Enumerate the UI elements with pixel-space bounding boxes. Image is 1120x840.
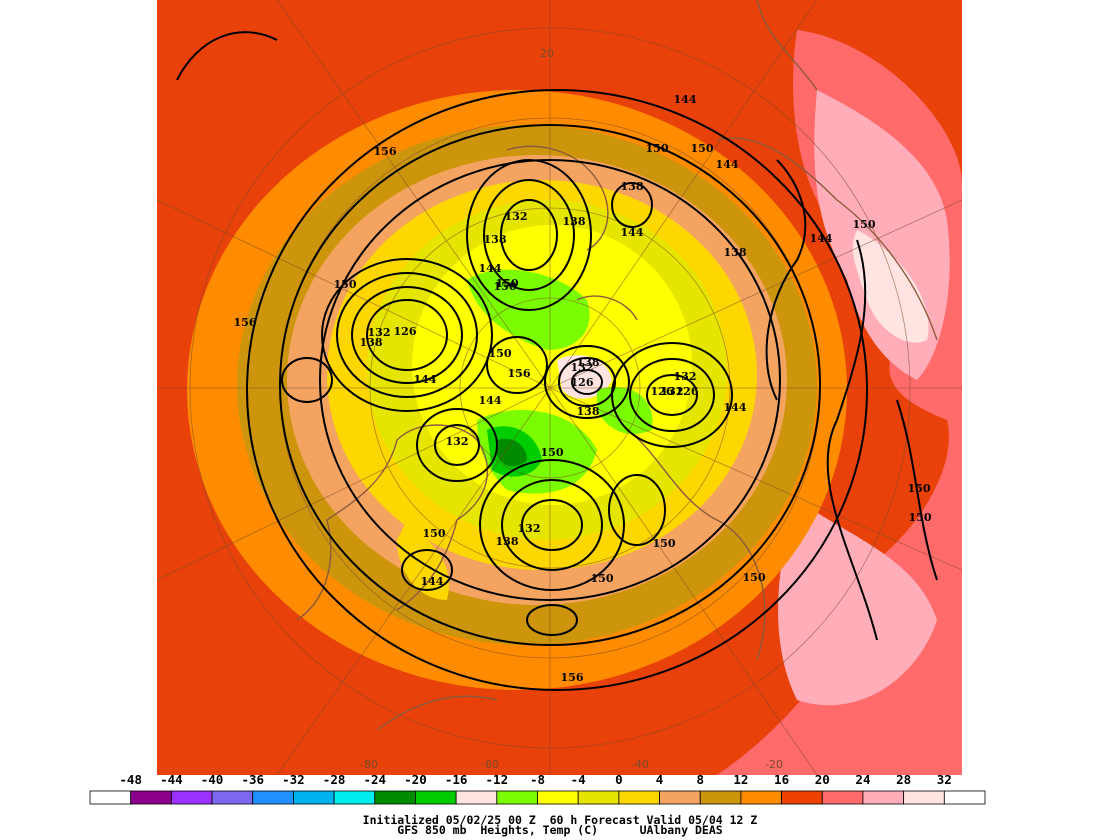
contour-label: 156 [234, 316, 257, 329]
model-caption: GFS 850 mb Heights, Temp (C) UAlbany DEA… [397, 823, 723, 837]
lat-lon-grid [157, 0, 962, 775]
lime-region-3 [597, 386, 653, 434]
colorbar-swatch [333, 790, 376, 805]
contour-label: 144 [724, 401, 747, 414]
weather-map: 156 144 150 150 144 150 144 138 144 138 132 138 144 1… [157, 0, 962, 775]
contour-label: 144 [479, 394, 502, 407]
pale-region [852, 230, 929, 343]
contour-label: 150 [743, 571, 766, 584]
contour-label: 138 [360, 336, 383, 349]
contour-label: 132 [368, 326, 391, 339]
colorbar-swatch [415, 790, 457, 805]
contour-label: 144 [421, 575, 444, 588]
contour-label: 150 [853, 218, 876, 231]
colorbar-swatch [740, 790, 782, 805]
gold-patch [397, 520, 449, 600]
colorbar-swatch [455, 790, 498, 805]
contour-label: 150 [489, 347, 512, 360]
contour-label: 132 [571, 361, 594, 374]
contour-label: 150 [908, 482, 931, 495]
colorbar-boxes [89, 790, 986, 805]
contour-label: 138 [577, 356, 600, 369]
contour-label: 150 [334, 278, 357, 291]
colorbar-swatch [496, 790, 538, 805]
colorbar-swatch [537, 790, 579, 805]
contour-label: 150 [909, 511, 932, 524]
contour-label: 138 [621, 180, 644, 193]
colorbar-swatch [374, 790, 416, 805]
grid-label: -40 [631, 758, 649, 771]
height-contours [176, 31, 938, 691]
contour-label: 156 [508, 367, 531, 380]
colorbar-swatch [130, 790, 172, 805]
contour-label: 144 [716, 158, 739, 171]
contour-label: 150 [691, 142, 714, 155]
contour-label: 132 [505, 210, 528, 223]
contour-label: 144 [810, 232, 833, 245]
contour-label: 150 [653, 537, 676, 550]
grid-label: -20 [765, 758, 783, 771]
forecast-caption: Initialized 05/02/25 00 Z 60 h Forecast … [362, 813, 758, 827]
contour-label: 144 [674, 93, 697, 106]
colorbar-swatch [170, 790, 213, 805]
contour-label: 144 [479, 262, 502, 275]
contour-label: 138 [496, 535, 519, 548]
dark-green-region [497, 438, 527, 467]
contour-label: 156 [561, 671, 584, 684]
contour-label: 150 [423, 527, 446, 540]
contour-label: 126 [394, 325, 417, 338]
contour-label: 138 [484, 233, 507, 246]
contour-label: 144 [621, 226, 644, 239]
contour-label: 132 [661, 385, 684, 398]
colorbar-swatch [821, 790, 864, 805]
contour-label: 144 [414, 373, 437, 386]
grid-label: -60 [481, 758, 499, 771]
contour-label: 156 [374, 145, 397, 158]
contour-label: 150 [646, 142, 669, 155]
contour-label: 132 [518, 522, 541, 535]
contour-label: 150 [541, 446, 564, 459]
grid-labels: 20 -80 -60 -40 -20 [360, 47, 783, 771]
colorbar-swatch [577, 790, 620, 805]
grid-label: -80 [360, 758, 378, 771]
contour-label: 126 [651, 385, 674, 398]
contour-label: 150 [494, 280, 517, 293]
grid-label: 20 [540, 47, 554, 60]
colorbar-swatch [89, 790, 132, 805]
colorbar-tick-label: -48 [119, 772, 142, 787]
contour-label: 138 [563, 215, 586, 228]
colorbar-swatch [293, 790, 335, 805]
colorbar-swatch [252, 790, 294, 805]
colorbar-swatch [618, 790, 660, 805]
colorbar-swatch [699, 790, 742, 805]
contour-label: 126 [676, 385, 699, 398]
colorbar-swatch [903, 790, 945, 805]
contour-label: 138 [577, 405, 600, 418]
colorbar-swatch [943, 790, 986, 805]
colorbar-swatch [781, 790, 823, 805]
colorbar-swatch [211, 790, 254, 805]
contour-label: 138 [724, 246, 747, 259]
contour-label: 150 [591, 572, 614, 585]
contour-label: 126 [571, 376, 594, 389]
colorbar-swatch [659, 790, 701, 805]
contour-label: 132 [674, 370, 697, 383]
contour-label: 132 [446, 435, 469, 448]
contour-label: 150 [496, 277, 519, 290]
colorbar-swatch [862, 790, 905, 805]
